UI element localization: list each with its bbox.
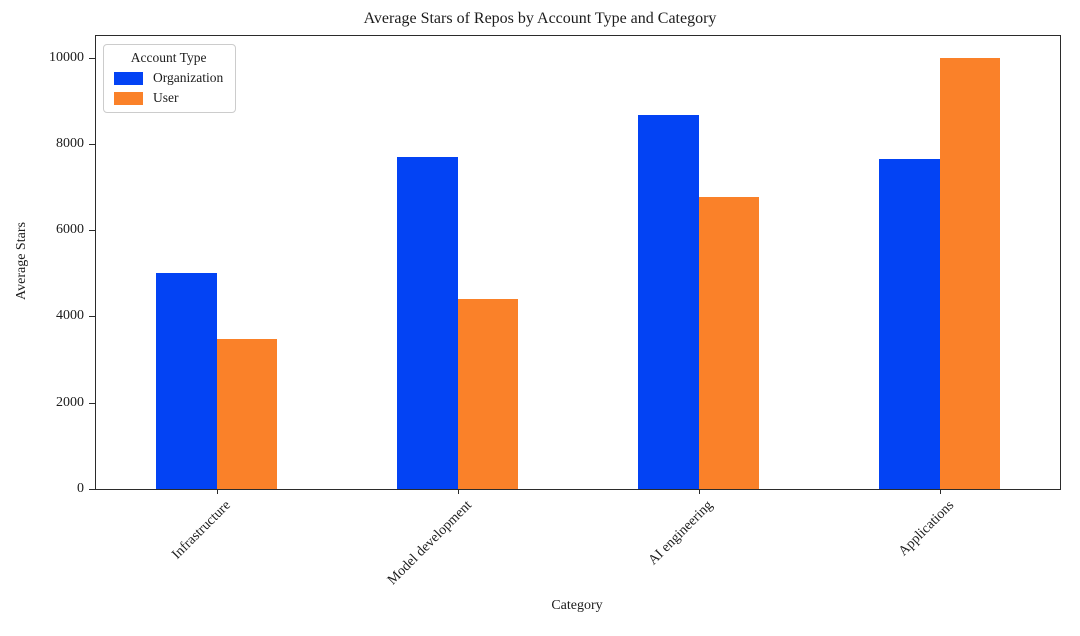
y-tick-label: 0: [77, 481, 84, 496]
x-tick-label-2: AI engineering: [645, 498, 717, 569]
bar-organization-2: [638, 115, 699, 489]
legend: Account Type Organization User: [103, 44, 237, 113]
y-tick-label: 4000: [56, 308, 84, 324]
legend-swatch-user: [114, 91, 143, 105]
legend-item-label: Organization: [153, 70, 224, 85]
legend-title: Account Type: [130, 50, 207, 65]
y-tick-mark: [89, 143, 95, 145]
legend-item-user: User: [114, 90, 223, 106]
y-tick-mark: [89, 57, 95, 59]
bar-user-0: [216, 338, 277, 489]
legend-item-label: User: [153, 90, 179, 105]
y-tick-label: 8000: [56, 135, 84, 151]
y-tick-mark: [89, 230, 95, 232]
x-tick-mark: [216, 489, 218, 494]
y-tick-mark: [89, 489, 95, 490]
y-tick-label: 2000: [56, 394, 84, 410]
bar-organization-0: [156, 273, 217, 489]
x-tick-mark: [698, 489, 700, 494]
x-tick-label-1: Model development: [385, 498, 476, 589]
bar-user-2: [698, 196, 759, 489]
chart-title: Average Stars of Repos by Account Type a…: [363, 10, 717, 27]
legend-swatch-organization: [114, 71, 143, 85]
x-tick-mark: [939, 489, 941, 494]
x-tick-mark: [457, 489, 459, 494]
plot-area: Account Type Organization User 0 2000 4000 6…: [49, 35, 1061, 588]
bar-organization-1: [397, 157, 458, 489]
x-axis-label: Category: [551, 598, 603, 613]
y-tick-label: 10000: [49, 49, 84, 65]
y-tick-label: 6000: [56, 222, 84, 238]
y-tick-mark: [89, 402, 95, 404]
x-tick-label-3: Applications: [895, 498, 958, 560]
bar-user-3: [939, 58, 1000, 489]
legend-item-organization: Organization: [114, 70, 223, 86]
y-tick-mark: [89, 316, 95, 318]
bar-user-1: [457, 298, 518, 489]
bar-organization-3: [879, 158, 940, 489]
x-tick-label-0: Infrastructure: [169, 498, 235, 563]
